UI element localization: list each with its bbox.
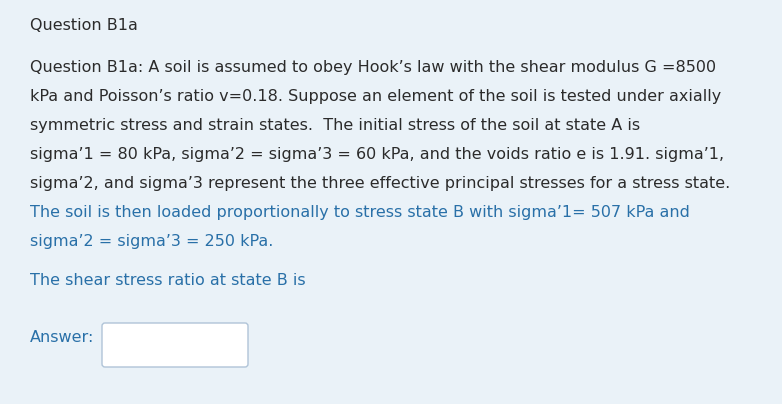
- Text: The soil is then loaded proportionally to stress state B with sigma’1= 507 kPa a: The soil is then loaded proportionally t…: [30, 205, 690, 220]
- Text: kPa and Poisson’s ratio v=0.18. Suppose an element of the soil is tested under a: kPa and Poisson’s ratio v=0.18. Suppose …: [30, 89, 721, 104]
- Text: Answer:: Answer:: [30, 330, 95, 345]
- Text: sigma’2, and sigma’3 represent the three effective principal stresses for a stre: sigma’2, and sigma’3 represent the three…: [30, 176, 730, 191]
- FancyBboxPatch shape: [102, 323, 248, 367]
- Text: Question B1a: Question B1a: [30, 18, 138, 33]
- Text: Question B1a: A soil is assumed to obey Hook’s law with the shear modulus G =850: Question B1a: A soil is assumed to obey …: [30, 60, 716, 75]
- Text: sigma’2 = sigma’3 = 250 kPa.: sigma’2 = sigma’3 = 250 kPa.: [30, 234, 274, 249]
- Text: The shear stress ratio at state B is: The shear stress ratio at state B is: [30, 273, 306, 288]
- Text: sigma’1 = 80 kPa, sigma’2 = sigma’3 = 60 kPa, and the voids ratio e is 1.91. sig: sigma’1 = 80 kPa, sigma’2 = sigma’3 = 60…: [30, 147, 724, 162]
- Text: symmetric stress and strain states.  The initial stress of the soil at state A i: symmetric stress and strain states. The …: [30, 118, 640, 133]
